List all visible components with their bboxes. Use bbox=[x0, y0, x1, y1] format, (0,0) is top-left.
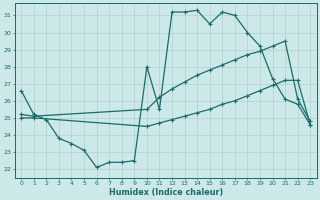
X-axis label: Humidex (Indice chaleur): Humidex (Indice chaleur) bbox=[108, 188, 223, 197]
